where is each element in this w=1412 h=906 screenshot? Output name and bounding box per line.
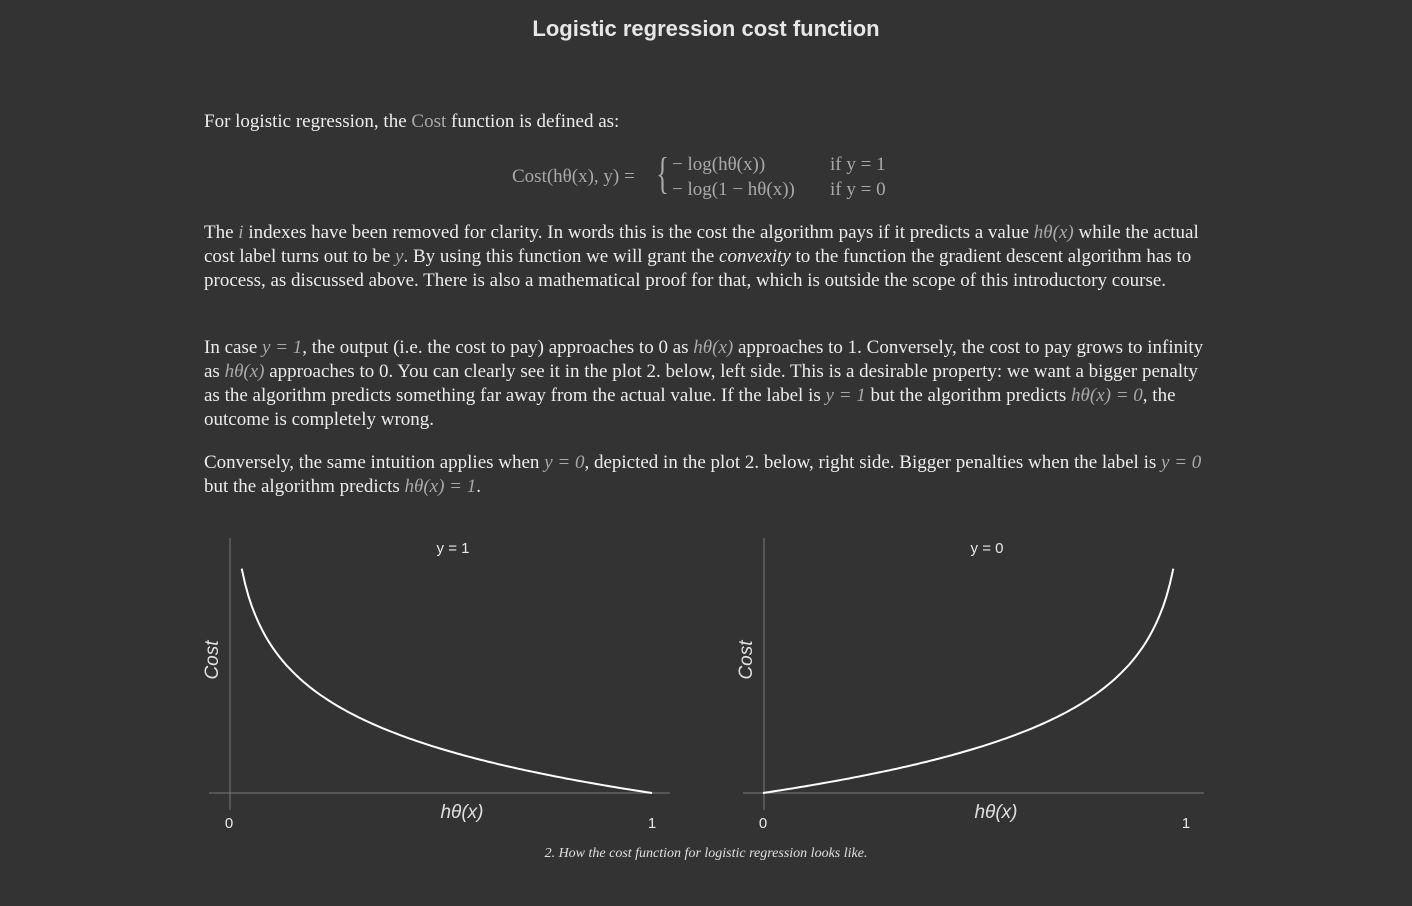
math-hx0: hθ(x) = 0 xyxy=(1071,385,1143,406)
text: The xyxy=(204,222,239,243)
math-hx: hθ(x) xyxy=(693,337,734,358)
paragraph-4: Conversely, the same intuition applies w… xyxy=(204,451,1208,499)
text: to the function the gradient descent alg… xyxy=(204,246,1192,291)
cost-term: Cost xyxy=(411,111,447,132)
text: approaches to 0. You can clearly see it … xyxy=(204,361,1198,406)
convexity-term: convexity xyxy=(719,246,791,267)
text: approaches to 1. Conversely, the cost to… xyxy=(204,337,1204,382)
math-hx1: hθ(x) = 1 xyxy=(404,476,477,497)
text: . xyxy=(476,476,482,497)
x-tick-0: 0 xyxy=(225,815,233,832)
y-axis-label: Cost xyxy=(736,640,757,680)
x-tick-1: 1 xyxy=(648,815,656,832)
text: , depicted in the plot 2. below, right s… xyxy=(584,452,1162,473)
text: Conversely, the same intuition applies w… xyxy=(204,452,545,473)
text: . By using this function we will grant t… xyxy=(403,246,720,267)
formula-cond-2: if y = 0 xyxy=(830,179,886,200)
x-tick-0: 0 xyxy=(759,815,767,832)
x-axis-label: hθ(x) xyxy=(974,802,1017,823)
paragraph-3: In case y = 1, the output (i.e. the cost… xyxy=(204,336,1208,432)
intro-paragraph: For logistic regression, the Cost functi… xyxy=(204,110,1208,134)
formula-case-2: − log(1 − hθ(x)) xyxy=(672,179,795,200)
formula-brace: { xyxy=(656,149,669,198)
text: indexes have been removed for clarity. I… xyxy=(243,222,1034,243)
page-title: Logistic regression cost function xyxy=(532,16,880,41)
math-hx: hθ(x) xyxy=(1033,222,1074,243)
math-y0: y = 0 xyxy=(544,452,585,473)
y-axis-label: Cost xyxy=(202,640,223,680)
x-tick-1: 1 xyxy=(1182,815,1190,832)
intro-text: For logistic regression, the xyxy=(204,111,412,132)
cost-curve xyxy=(240,568,653,794)
figure-caption: 2. How the cost function for logistic re… xyxy=(544,846,868,861)
math-i: i xyxy=(238,222,244,243)
math-y0: y = 0 xyxy=(1161,452,1202,473)
plot-title: y = 1 xyxy=(437,540,470,557)
text: , the outcome is completely wrong. xyxy=(204,385,1176,430)
text: In case xyxy=(204,337,263,358)
math-y1: y = 1 xyxy=(262,337,303,358)
formula-case-1: − log(hθ(x)) xyxy=(672,154,766,175)
formula-lhs: Cost(hθ(x), y) = xyxy=(512,166,635,187)
text: but the algorithm predicts xyxy=(865,385,1072,406)
text: but the algorithm predicts xyxy=(204,476,405,497)
text: while the actual cost label turns out to… xyxy=(204,222,1199,267)
plot-title: y = 0 xyxy=(971,540,1004,557)
math-hx: hθ(x) xyxy=(224,361,265,382)
cost-curve xyxy=(762,568,1175,794)
text: , the output (i.e. the cost to pay) appr… xyxy=(302,337,694,358)
plot-y1: y = 1 Cost hθ(x) 0 1 xyxy=(202,538,670,832)
paragraph-2: The i indexes have been removed for clar… xyxy=(204,221,1208,293)
plot-y0: y = 0 Cost hθ(x) 0 1 xyxy=(736,538,1204,832)
intro-text-end: function is defined as: xyxy=(446,111,620,132)
x-axis-label: hθ(x) xyxy=(440,802,483,823)
article-body: For logistic regression, the Cost functi… xyxy=(204,110,1208,134)
formula-cond-1: if y = 1 xyxy=(830,154,886,175)
math-y: y xyxy=(395,246,404,267)
math-y1: y = 1 xyxy=(825,385,866,406)
